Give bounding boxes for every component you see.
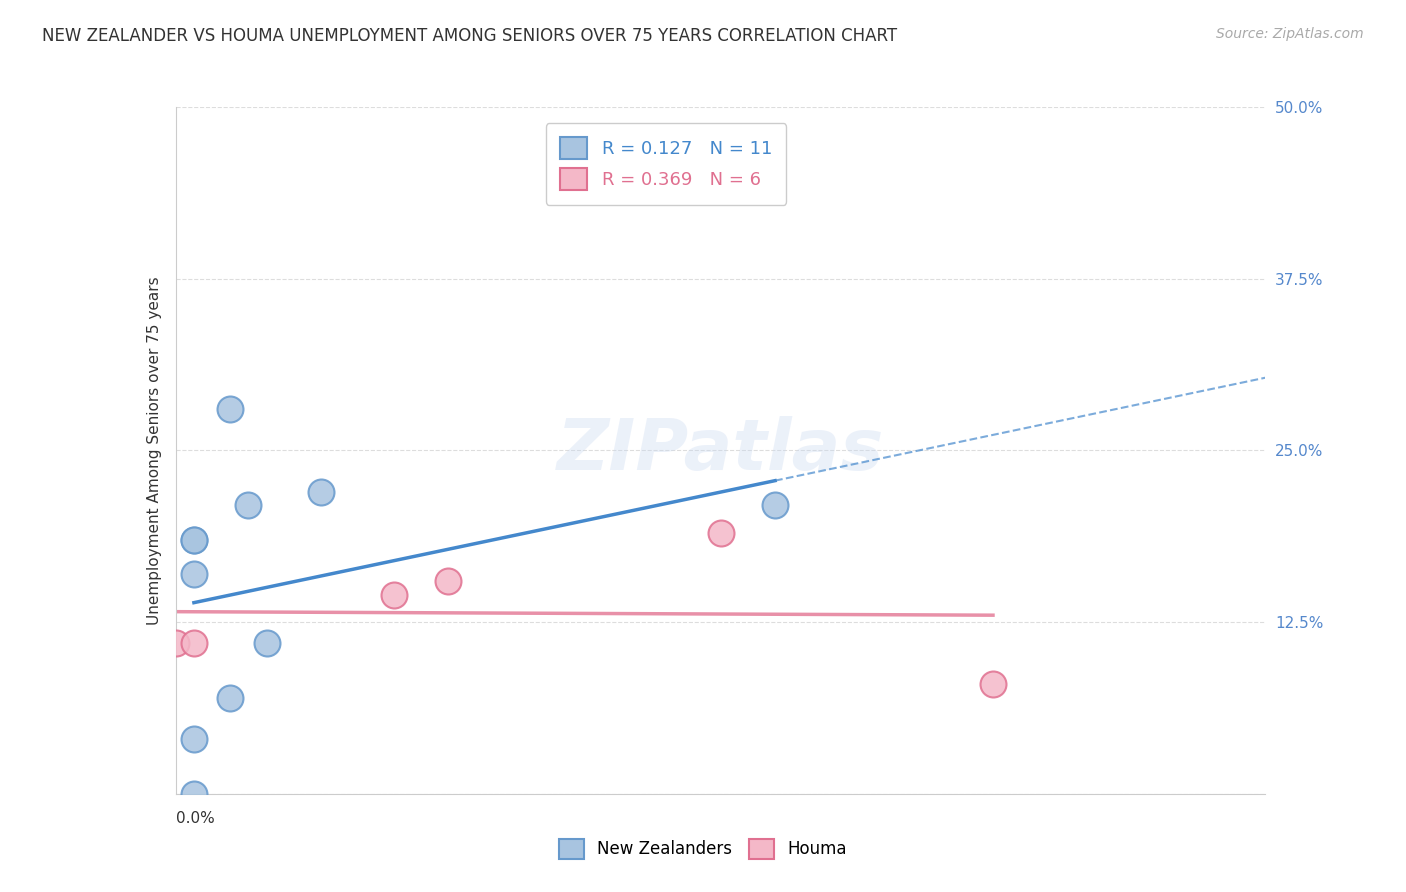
Point xyxy=(710,525,733,540)
Point xyxy=(437,574,460,588)
Y-axis label: Unemployment Among Seniors over 75 years: Unemployment Among Seniors over 75 years xyxy=(146,277,162,624)
Text: NEW ZEALANDER VS HOUMA UNEMPLOYMENT AMONG SENIORS OVER 75 YEARS CORRELATION CHAR: NEW ZEALANDER VS HOUMA UNEMPLOYMENT AMON… xyxy=(42,27,897,45)
Legend: New Zealanders, Houma: New Zealanders, Houma xyxy=(553,832,853,866)
Point xyxy=(165,636,187,650)
Point xyxy=(183,533,205,547)
Point xyxy=(763,499,786,513)
Point xyxy=(183,731,205,746)
Point xyxy=(183,567,205,582)
Point xyxy=(256,636,278,650)
Point xyxy=(238,499,260,513)
Text: 0.0%: 0.0% xyxy=(176,811,215,826)
Point xyxy=(981,677,1004,691)
Point xyxy=(309,484,332,499)
Point xyxy=(183,533,205,547)
Point xyxy=(219,690,242,705)
Legend: R = 0.127   N = 11, R = 0.369   N = 6: R = 0.127 N = 11, R = 0.369 N = 6 xyxy=(546,123,786,205)
Text: ZIPatlas: ZIPatlas xyxy=(557,416,884,485)
Point xyxy=(183,636,205,650)
Point xyxy=(219,402,242,417)
Point xyxy=(183,787,205,801)
Text: Source: ZipAtlas.com: Source: ZipAtlas.com xyxy=(1216,27,1364,41)
Point xyxy=(382,588,405,602)
